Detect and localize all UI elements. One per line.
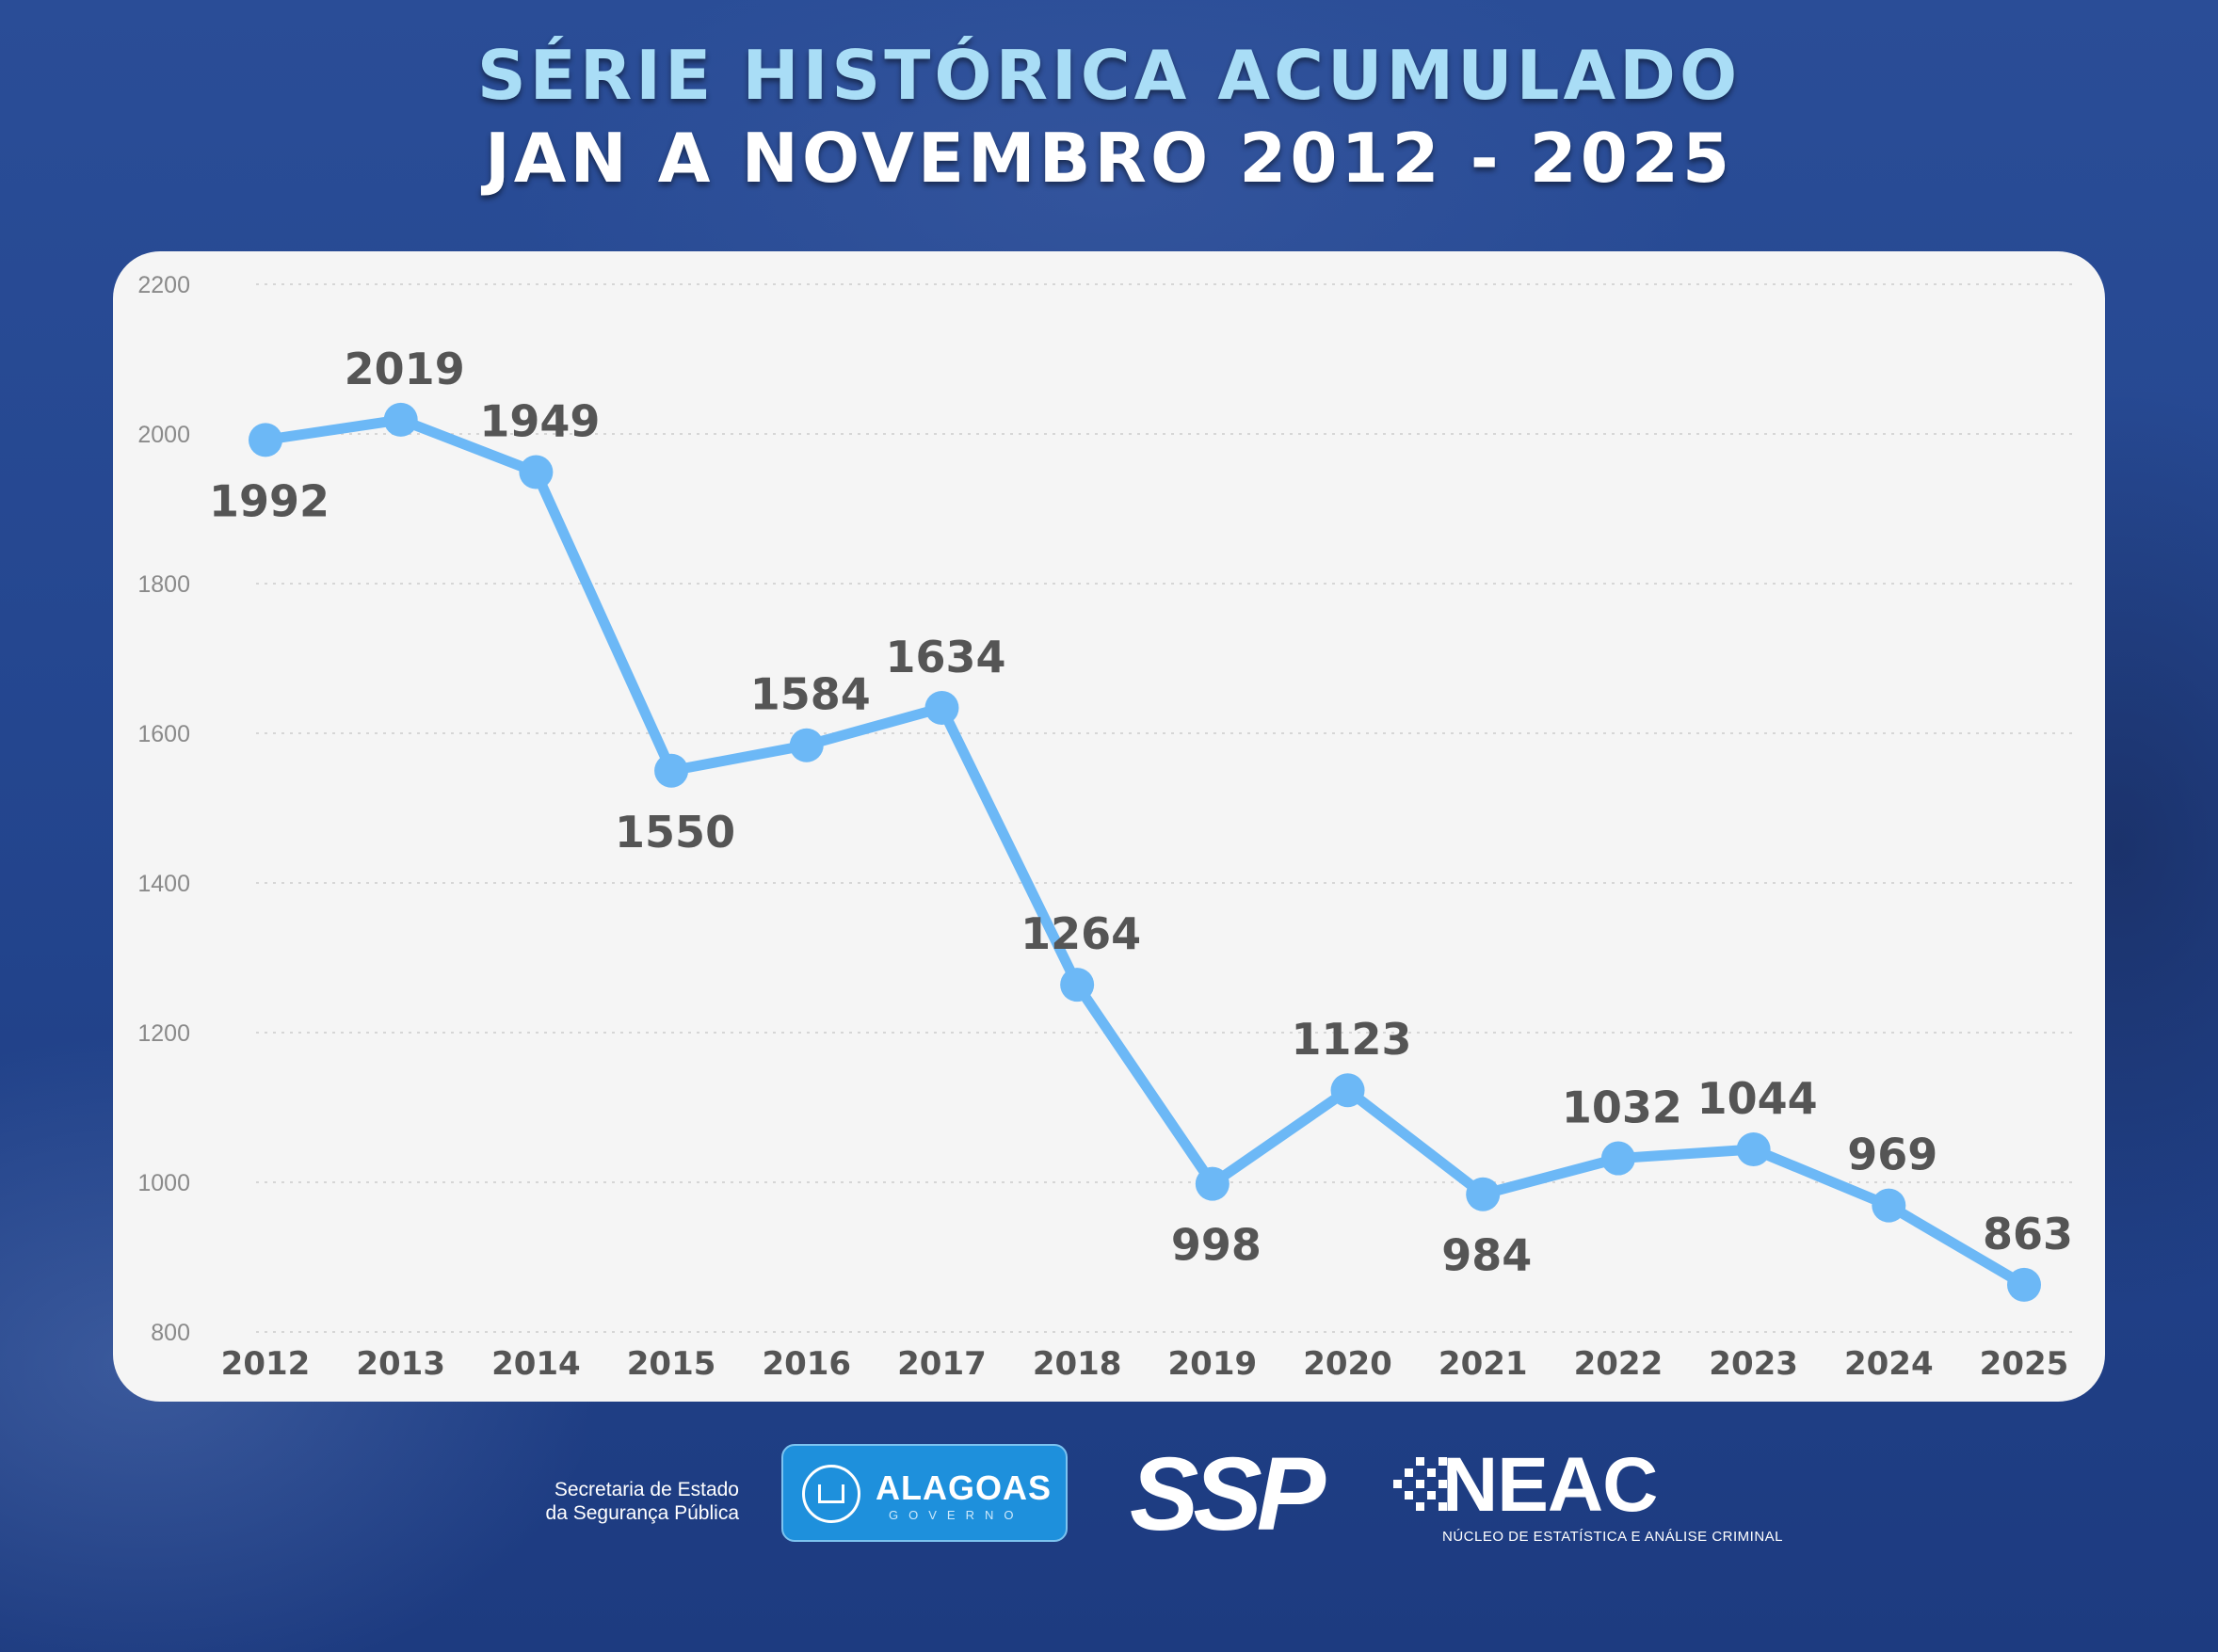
neac-pixel-icon xyxy=(1393,1457,1459,1514)
y-tick-label: 800 xyxy=(151,1320,190,1346)
data-point xyxy=(2007,1267,2041,1302)
footer-logos: Secretaria de Estado da Segurança Públic… xyxy=(0,1431,2218,1563)
x-tick-label: 2022 xyxy=(1574,1345,1664,1383)
neac-pixel xyxy=(1405,1468,1413,1477)
alagoas-logo-name: ALAGOAS xyxy=(876,1468,1052,1507)
y-tick-label: 1400 xyxy=(137,871,190,897)
x-tick-label: 2014 xyxy=(491,1345,581,1383)
data-point xyxy=(1736,1132,1771,1167)
data-label: 984 xyxy=(1441,1230,1532,1281)
data-point xyxy=(1330,1073,1365,1108)
data-point xyxy=(924,690,959,725)
x-tick-label: 2021 xyxy=(1438,1345,1528,1383)
neac-logo-sub: NÚCLEO DE ESTATÍSTICA E ANÁLISE CRIMINAL xyxy=(1442,1529,1784,1545)
x-tick-label: 2017 xyxy=(897,1345,987,1383)
neac-pixel xyxy=(1416,1457,1424,1466)
x-tick-label: 2025 xyxy=(1980,1345,2069,1383)
x-tick-label: 2020 xyxy=(1303,1345,1392,1383)
data-point xyxy=(654,753,689,788)
x-tick-label: 2023 xyxy=(1709,1345,1798,1383)
data-point xyxy=(789,728,824,762)
neac-pixel xyxy=(1416,1502,1424,1511)
title-line-2: JAN A NOVEMBRO 2012 - 2025 xyxy=(484,119,1734,198)
data-point xyxy=(1195,1166,1230,1201)
series-line xyxy=(260,414,2030,1291)
data-label: 1550 xyxy=(615,807,735,858)
y-tick-label: 1800 xyxy=(137,571,190,598)
neac-pixel xyxy=(1438,1480,1447,1488)
neac-pixel xyxy=(1438,1457,1447,1466)
secretaria-line-1: Secretaria de Estado xyxy=(554,1479,739,1500)
data-label: 1123 xyxy=(1292,1014,1412,1065)
data-point xyxy=(249,423,282,457)
data-label: 863 xyxy=(1983,1209,2073,1259)
data-label: 1032 xyxy=(1562,1083,1682,1133)
x-tick-label: 2019 xyxy=(1168,1345,1258,1383)
data-label: 1634 xyxy=(885,632,1005,682)
data-label: 1264 xyxy=(1021,908,1141,959)
data-label: 1584 xyxy=(750,669,871,720)
data-label: 1044 xyxy=(1697,1073,1818,1124)
chart-card: 800 1000 1200 1400 1600 1800 2000 2200 2012 2013 2… xyxy=(113,251,2105,1402)
y-tick-label: 2000 xyxy=(137,422,190,448)
x-tick-label: 2015 xyxy=(627,1345,716,1383)
neac-pixel xyxy=(1427,1468,1436,1477)
alagoas-governo-logo: ALAGOAS GOVERNO xyxy=(781,1444,1068,1542)
y-tick-label: 2200 xyxy=(137,272,190,298)
data-label: 2019 xyxy=(345,344,465,394)
neac-pixel xyxy=(1438,1502,1447,1511)
x-tick-label: 2024 xyxy=(1844,1345,1934,1383)
secretaria-label: Secretaria de Estado da Segurança Públic… xyxy=(490,1478,739,1525)
data-point xyxy=(1060,968,1095,1002)
ssp-logo: SSP xyxy=(1130,1436,1326,1552)
y-tick-label: 1200 xyxy=(137,1020,190,1047)
data-point xyxy=(383,402,418,437)
data-label: 969 xyxy=(1847,1130,1937,1180)
data-label: 1992 xyxy=(209,475,329,526)
data-label: 1949 xyxy=(479,396,600,447)
data-point xyxy=(1466,1177,1501,1211)
alagoas-logo-sub: GOVERNO xyxy=(889,1508,1024,1522)
data-point xyxy=(1600,1141,1635,1176)
line-chart: 800 1000 1200 1400 1600 1800 2000 2200 2012 2013 2… xyxy=(137,272,2077,1383)
x-tick-label: 2016 xyxy=(762,1345,851,1383)
neac-pixel xyxy=(1393,1480,1402,1488)
alagoas-seal-icon xyxy=(802,1465,860,1523)
y-tick-label: 1000 xyxy=(137,1170,190,1196)
data-point xyxy=(1872,1188,1906,1223)
title-line-1: SÉRIE HISTÓRICA ACUMULADO xyxy=(476,36,1742,115)
neac-logo-name: NEAC xyxy=(1442,1442,1658,1528)
y-tick-label: 1600 xyxy=(137,721,190,747)
neac-pixel xyxy=(1416,1480,1424,1488)
data-label: 998 xyxy=(1171,1220,1262,1271)
data-point xyxy=(519,455,554,489)
x-tick-label: 2018 xyxy=(1033,1345,1122,1383)
secretaria-line-2: da Segurança Pública xyxy=(545,1502,739,1524)
x-tick-label: 2012 xyxy=(221,1345,311,1383)
x-tick-label: 2013 xyxy=(356,1345,445,1383)
neac-pixel xyxy=(1427,1491,1436,1500)
page-title: SÉRIE HISTÓRICA ACUMULADO JAN A NOVEMBRO… xyxy=(0,34,2218,200)
neac-pixel xyxy=(1405,1491,1413,1500)
neac-logo: NEAC NÚCLEO DE ESTATÍSTICA E ANÁLISE CRI… xyxy=(1393,1442,1783,1551)
